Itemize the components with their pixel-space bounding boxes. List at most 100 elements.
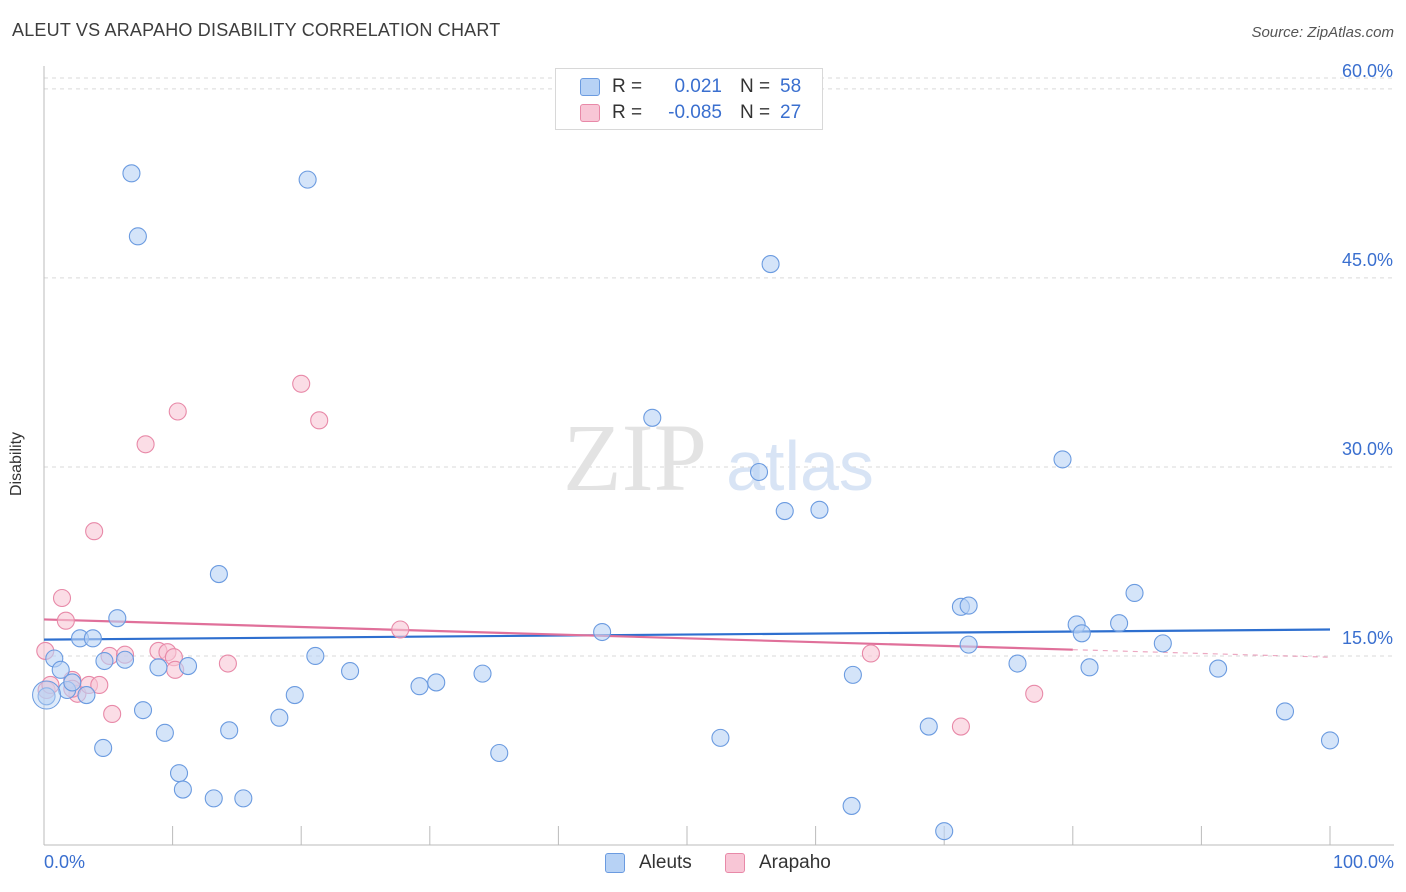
point-aleuts	[959, 635, 978, 654]
point-arapaho	[103, 704, 122, 723]
point-aleuts	[341, 662, 360, 681]
point-aleuts	[1008, 654, 1027, 673]
legend-label-aleuts: Aleuts	[639, 852, 692, 873]
point-aleuts	[115, 650, 135, 669]
point-aleuts	[842, 796, 861, 815]
point-arapaho	[391, 620, 410, 639]
y-tick-label: 60.0%	[1342, 61, 1393, 81]
point-aleuts	[711, 728, 730, 747]
point-arapaho	[90, 675, 109, 695]
point-aleuts	[108, 609, 127, 628]
point-aleuts	[95, 651, 114, 671]
legend-row-arapaho: R = -0.085 N = 27	[580, 100, 801, 126]
point-aleuts	[749, 462, 769, 482]
watermark-atlas: atlas	[726, 427, 874, 505]
point-arapaho	[168, 402, 187, 421]
point-arapaho	[861, 644, 880, 663]
point-aleuts	[209, 565, 228, 584]
point-aleuts	[427, 673, 446, 692]
source-credit: Source: ZipAtlas.com	[1251, 24, 1394, 41]
point-aleuts	[490, 743, 509, 763]
point-aleuts	[220, 721, 239, 740]
legend-row-aleuts: R = 0.021 N = 58	[580, 74, 801, 100]
n-value: 58	[780, 76, 802, 97]
data-points	[32, 164, 1340, 841]
point-aleuts	[63, 673, 82, 692]
point-aleuts	[593, 622, 612, 642]
point-aleuts	[173, 780, 192, 799]
point-arapaho	[1025, 684, 1044, 703]
y-tick-labels: 15.0% 30.0% 45.0% 60.0%	[1342, 61, 1393, 648]
n-value: 27	[780, 102, 802, 123]
point-aleuts	[234, 789, 253, 808]
point-aleuts	[128, 227, 147, 246]
point-aleuts	[959, 596, 978, 615]
watermark-zip: ZIP	[563, 404, 707, 511]
point-aleuts	[122, 164, 141, 183]
point-aleuts	[810, 500, 829, 519]
point-aleuts	[1080, 658, 1099, 677]
point-aleuts	[1125, 583, 1144, 603]
point-aleuts	[94, 738, 113, 758]
legend-item-aleuts[interactable]: Aleuts	[605, 852, 692, 874]
arapaho-swatch	[580, 104, 600, 122]
watermark: ZIP atlas	[563, 404, 874, 511]
x-tick-label-max: 100.0%	[1332, 852, 1394, 872]
point-aleuts	[935, 822, 954, 841]
r-label: R =	[612, 102, 643, 123]
point-aleuts	[178, 657, 198, 676]
n-label: N =	[740, 102, 771, 123]
x-tick-label-min: 0.0%	[44, 852, 86, 872]
trend-line-dashed-arapaho	[1072, 649, 1331, 658]
y-tick-label: 15.0%	[1342, 628, 1393, 648]
chart-title: ALEUT VS ARAPAHO DISABILITY CORRELATION …	[12, 20, 501, 40]
point-aleuts	[169, 764, 189, 783]
aleuts-swatch	[580, 78, 600, 96]
trend-lines	[43, 618, 1331, 658]
point-arapaho	[310, 411, 329, 430]
point-aleuts-large	[32, 680, 62, 710]
point-aleuts	[473, 664, 492, 683]
y-tick-label: 30.0%	[1342, 439, 1393, 459]
point-arapaho	[56, 611, 75, 630]
point-aleuts	[285, 685, 304, 705]
y-tick-label: 45.0%	[1342, 250, 1393, 270]
point-aleuts	[1110, 614, 1129, 633]
point-aleuts	[761, 255, 780, 274]
point-aleuts	[1153, 634, 1172, 653]
r-value: -0.085	[668, 102, 722, 123]
legend-label-arapaho: Arapaho	[759, 852, 831, 873]
n-label: N =	[740, 76, 771, 97]
point-aleuts	[149, 658, 168, 677]
r-label: R =	[612, 76, 643, 97]
point-aleuts	[410, 677, 429, 696]
aleuts-swatch	[605, 853, 625, 873]
point-arapaho	[136, 435, 155, 454]
axes	[43, 66, 1394, 846]
point-arapaho	[85, 522, 104, 541]
series-legend: Aleuts Arapaho	[0, 852, 1406, 878]
point-aleuts	[306, 646, 325, 666]
y-axis-label: Disability	[8, 431, 25, 496]
point-aleuts	[77, 685, 96, 705]
point-arapaho	[52, 588, 72, 608]
arapaho-swatch	[725, 853, 745, 873]
point-aleuts	[1053, 450, 1072, 469]
point-aleuts	[1072, 624, 1091, 643]
point-aleuts	[1320, 731, 1340, 750]
point-aleuts	[643, 408, 662, 427]
stats-legend: R = 0.021 N = 58 R = -0.085 N = 27	[555, 68, 823, 130]
point-aleuts	[155, 723, 174, 742]
gridlines	[44, 77, 1394, 657]
point-aleuts	[51, 660, 70, 679]
point-aleuts	[775, 502, 794, 521]
r-value: 0.021	[674, 76, 722, 97]
point-aleuts	[270, 708, 289, 727]
trend-line-arapaho	[43, 618, 1073, 651]
point-aleuts	[1209, 659, 1228, 678]
point-arapaho	[218, 654, 237, 673]
legend-item-arapaho[interactable]: Arapaho	[725, 852, 831, 874]
point-arapaho	[292, 374, 311, 393]
point-aleuts	[204, 789, 223, 808]
